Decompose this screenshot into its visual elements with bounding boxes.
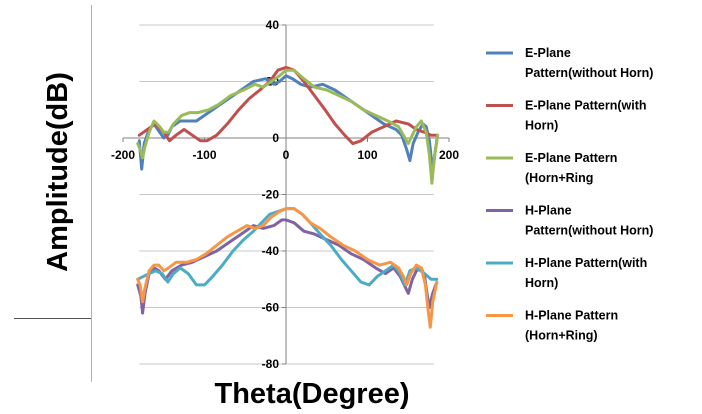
legend-label: E-Plane Pattern — [525, 151, 617, 165]
legend-item: H-Plane Pattern(without Horn) — [486, 204, 653, 238]
y-tick-label: -40 — [262, 244, 280, 258]
x-tick-label: 200 — [439, 148, 459, 162]
y-tick-label: -60 — [262, 301, 280, 315]
series-lines — [136, 65, 440, 329]
y-tick-label: -20 — [262, 188, 280, 202]
x-tick-label: 100 — [357, 148, 377, 162]
series-line-6 — [136, 207, 439, 329]
y-axis-title: Amplitude(dB) — [42, 72, 74, 272]
legend-item: H-Plane Pattern(with Horn) — [486, 256, 647, 290]
legend-label: Pattern(without Horn) — [525, 224, 653, 238]
legend-label: E-Plane — [525, 46, 571, 60]
legend-label: H-Plane — [525, 204, 572, 218]
x-tick-label: -100 — [192, 148, 216, 162]
axes — [122, 24, 450, 365]
y-tick-label: -80 — [262, 357, 280, 371]
legend-label: (Horn+Ring — [525, 171, 593, 185]
legend-item: E-Plane Pattern(without Horn) — [486, 46, 653, 80]
legend-label: E-Plane Pattern(with — [525, 99, 647, 113]
series-line-2 — [137, 65, 440, 146]
legend-label: Horn) — [525, 276, 558, 290]
legend-item: E-Plane Pattern(with Horn) — [486, 99, 647, 133]
x-axis-title: Theta(Degree) — [215, 378, 410, 410]
legend-item: E-Plane Pattern (Horn+Ring — [486, 151, 617, 185]
legend-label: Horn) — [525, 119, 558, 133]
series-line-3 — [136, 68, 440, 185]
y-tick-label: 0 — [272, 131, 279, 145]
legend-item: H-Plane Pattern (Horn+Ring) — [486, 309, 618, 343]
legend-label: (Horn+Ring) — [525, 329, 598, 343]
x-tick-label: -200 — [111, 148, 135, 162]
legend-label: H-Plane Pattern — [525, 309, 618, 323]
x-tick-label: 0 — [283, 148, 290, 162]
legend-label: H-Plane Pattern(with — [525, 256, 647, 270]
legend-label: Pattern(without Horn) — [525, 66, 653, 80]
y-tick-label: 40 — [266, 18, 280, 32]
